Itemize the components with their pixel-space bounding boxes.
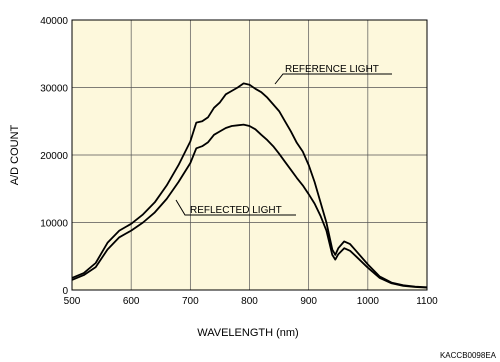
y-tick-label: 0: [62, 286, 68, 297]
x-tick-label: 900: [300, 296, 317, 307]
reflected-light-line: [71, 123, 428, 289]
reference-light-line: [71, 82, 428, 289]
reflected-light-leader: [175, 199, 296, 216]
reference-light-label: REFERENCE LIGHT: [285, 64, 379, 75]
series-lines: [71, 82, 428, 289]
grid-lines: [72, 20, 427, 290]
reflected-light-label: REFLECTED LIGHT: [190, 205, 282, 216]
reference-light-leader: [274, 73, 392, 85]
y-tick-label: 10000: [40, 219, 68, 230]
y-tick-label: 30000: [40, 84, 68, 95]
x-tick-label: 500: [64, 296, 81, 307]
x-tick-label: 1100: [416, 296, 438, 307]
y-axis-title: A/D COUNT: [9, 124, 21, 185]
tick-labels: 500 600 700 800 900 1000 1100 0 10000 20000 30000 4…: [40, 16, 438, 307]
figure-code: KACCB0098EA: [440, 351, 497, 360]
x-tick-label: 1000: [357, 296, 380, 307]
x-tick-label: 800: [241, 296, 258, 307]
y-tick-label: 40000: [40, 16, 68, 27]
y-tick-label: 20000: [40, 151, 68, 162]
plot-frame: [71, 19, 428, 291]
x-axis-title: WAVELENGTH (nm): [197, 327, 298, 339]
x-tick-label: 600: [123, 296, 140, 307]
x-tick-label: 700: [182, 296, 199, 307]
